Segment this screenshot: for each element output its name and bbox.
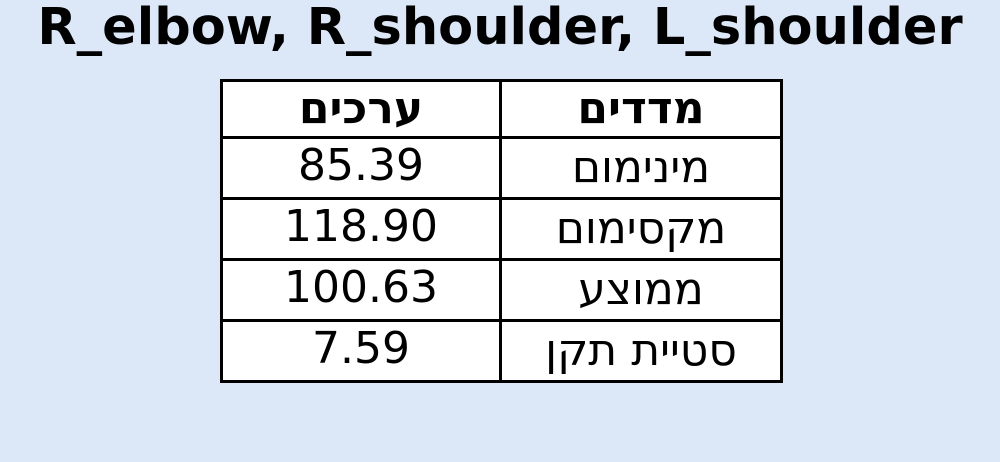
measure-cell: מינימום — [499, 136, 783, 200]
measure-cell: מקסימום — [499, 197, 783, 261]
value-cell: 100.63 — [220, 258, 502, 322]
table-row: 7.59 סטיית תקן — [220, 319, 783, 383]
value-cell: 7.59 — [220, 319, 502, 383]
measure-cell: סטיית תקן — [499, 319, 783, 383]
table-row: 100.63 ממוצע — [220, 258, 783, 322]
header-values: ערכים — [220, 79, 502, 139]
table-header-row: ערכים מדדים — [220, 79, 783, 139]
table-row: 118.90 מקסימום — [220, 197, 783, 261]
chart-title: R_elbow, R_shoulder, L_shoulder — [37, 0, 963, 57]
measure-cell: ממוצע — [499, 258, 783, 322]
header-measures: מדדים — [499, 79, 783, 139]
value-cell: 85.39 — [220, 136, 502, 200]
table-row: 85.39 מינימום — [220, 136, 783, 200]
stats-table: ערכים מדדים 85.39 מינימום 118.90 מקסימום… — [220, 79, 783, 383]
value-cell: 118.90 — [220, 197, 502, 261]
